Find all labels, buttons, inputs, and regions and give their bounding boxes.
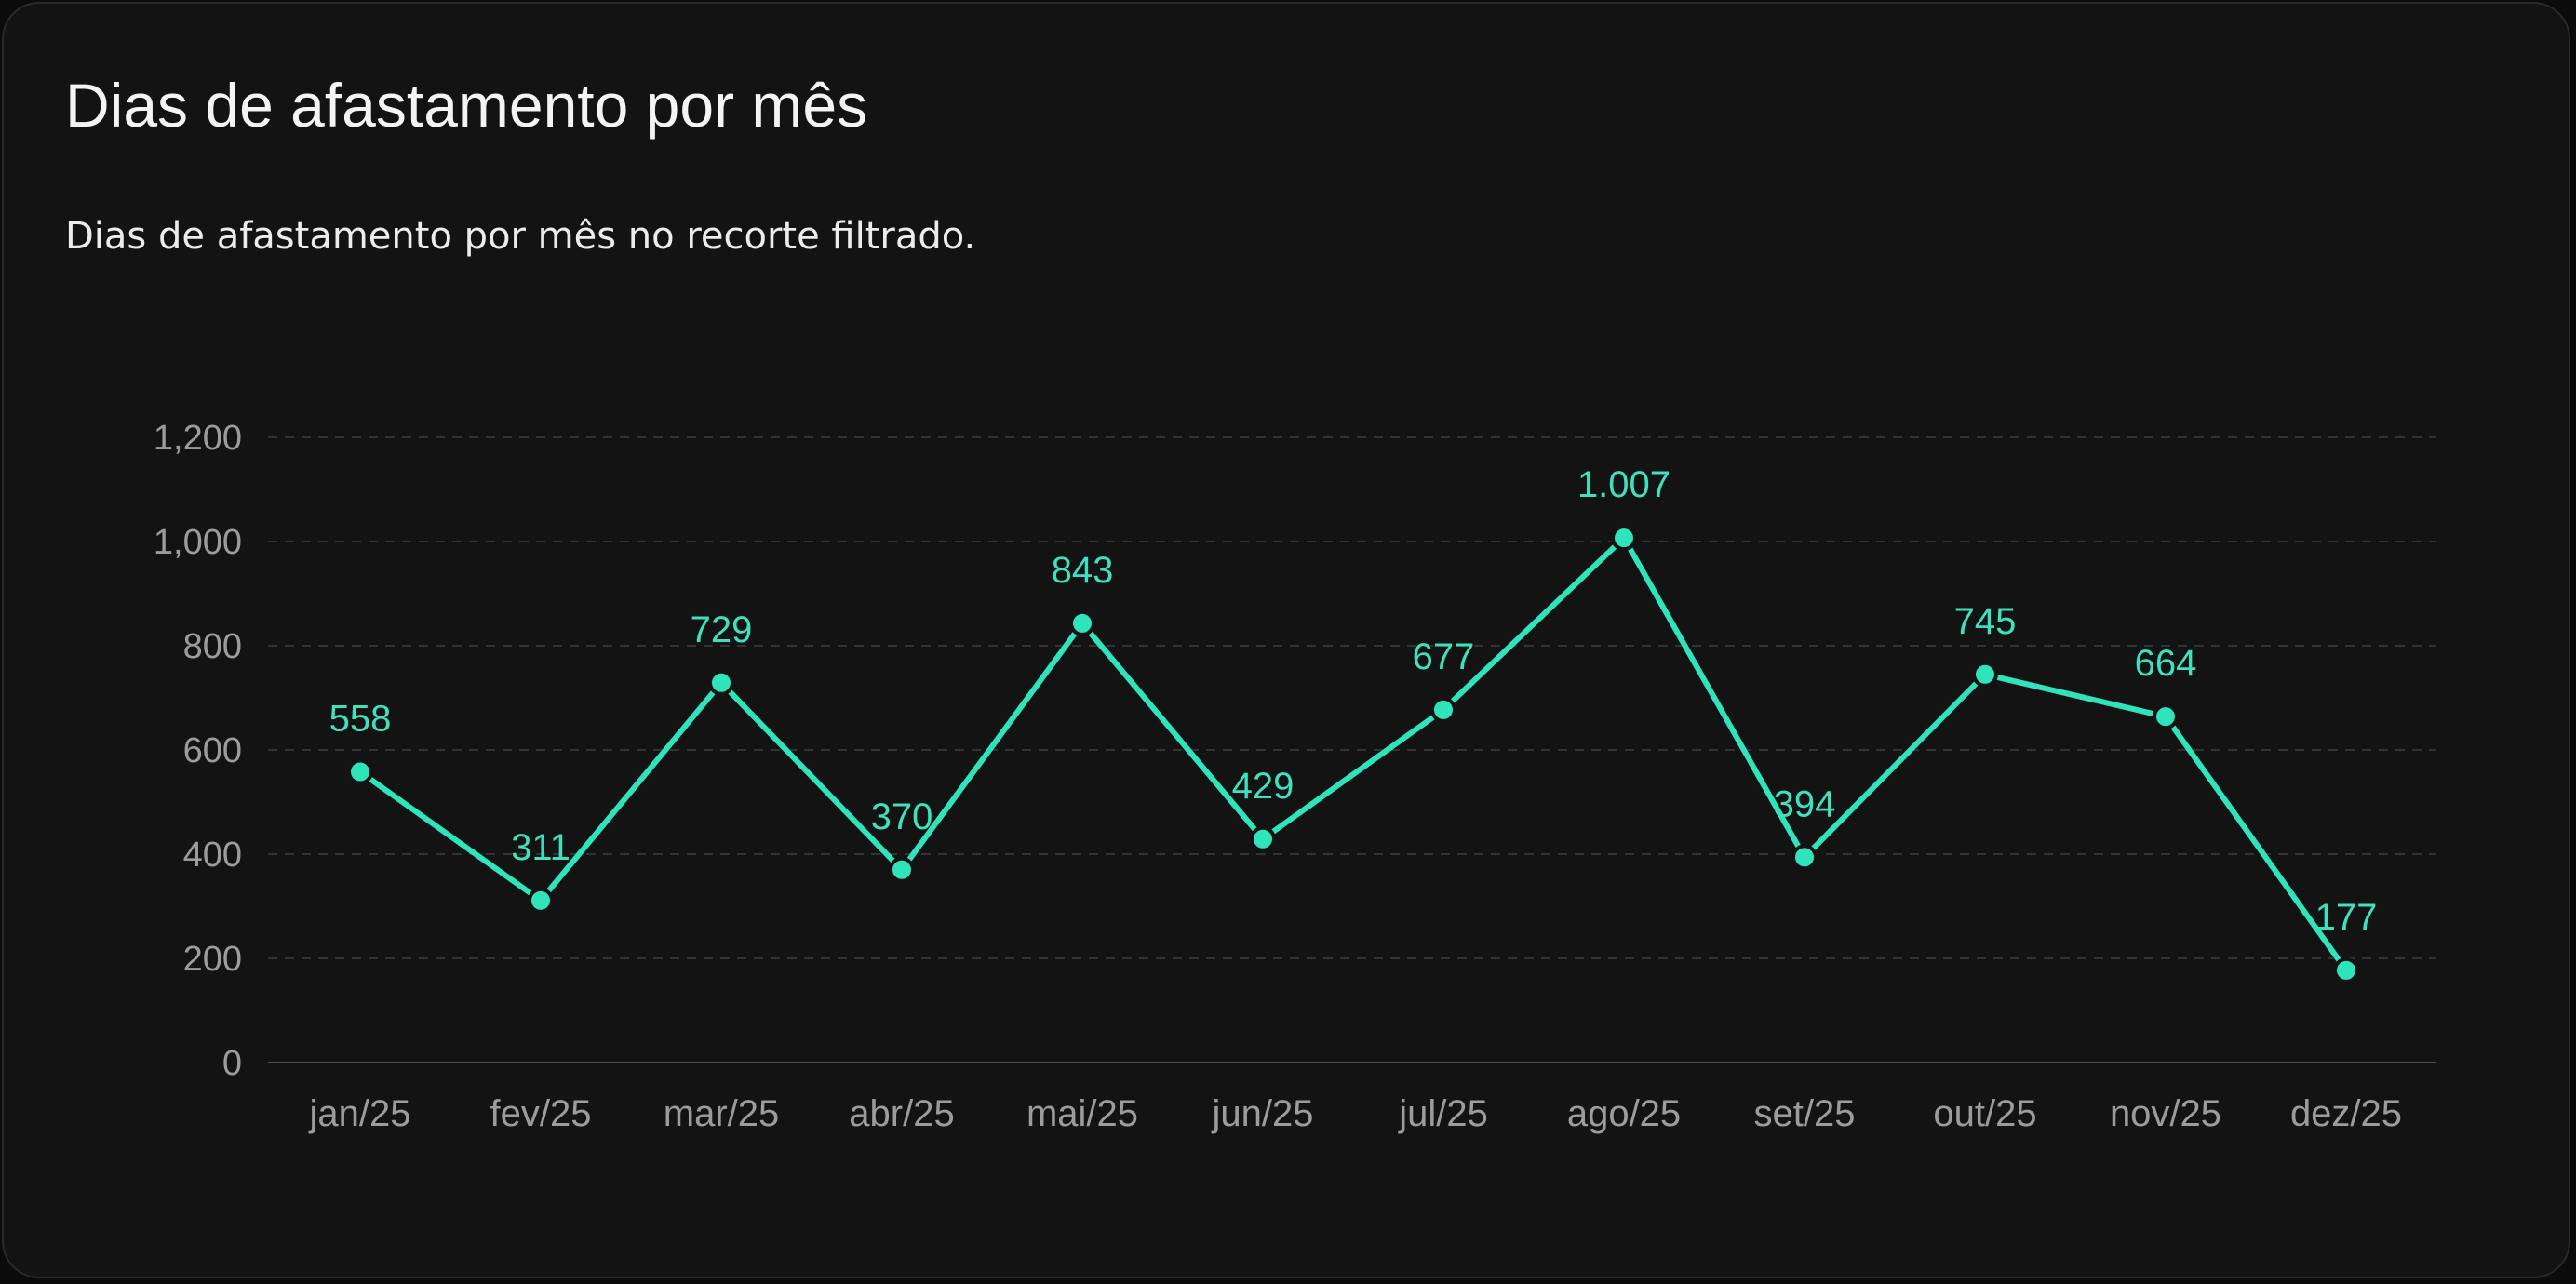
data-label: 370: [871, 796, 933, 837]
x-tick-label: fev/25: [490, 1093, 592, 1134]
chart-title: Dias de afastamento por mês: [65, 71, 868, 140]
data-label: 311: [511, 827, 570, 868]
series-line: [357, 535, 2349, 973]
y-tick-label: 800: [183, 627, 242, 666]
data-label: 177: [2315, 897, 2378, 938]
data-point[interactable]: [347, 758, 373, 785]
x-tick-label: dez/25: [2290, 1093, 2402, 1134]
y-tick-label: 1,200: [154, 419, 242, 458]
y-tick-label: 600: [183, 731, 242, 770]
data-point[interactable]: [528, 887, 554, 914]
data-point[interactable]: [1791, 844, 1818, 871]
data-point[interactable]: [2153, 703, 2179, 730]
y-tick-label: 0: [222, 1044, 242, 1083]
x-tick-label: out/25: [1933, 1093, 2036, 1134]
line-chart: 0 200 400 600 800 1,000 1,200 jan/25 fev/25 mar/2…: [154, 419, 2436, 1134]
x-tick-label: abr/25: [849, 1093, 954, 1134]
y-tick-label: 400: [183, 836, 242, 875]
data-point[interactable]: [1250, 825, 1276, 852]
x-tick-label: jun/25: [1212, 1093, 1314, 1134]
data-point[interactable]: [889, 856, 915, 883]
x-tick-label: jan/25: [309, 1093, 411, 1134]
data-label: 429: [1232, 766, 1295, 807]
data-label: 843: [1052, 550, 1114, 591]
data-point[interactable]: [1069, 609, 1095, 636]
data-point[interactable]: [1430, 696, 1456, 723]
data-label: 745: [1954, 601, 2017, 642]
data-label: 677: [1413, 636, 1475, 677]
data-label: 394: [1774, 783, 1836, 824]
data-point[interactable]: [1611, 525, 1637, 552]
data-point[interactable]: [2333, 956, 2359, 983]
y-tick-label: 200: [183, 940, 242, 979]
data-label: 729: [691, 609, 753, 650]
data-label: 558: [329, 699, 392, 740]
x-tick-label: nov/25: [2110, 1093, 2221, 1134]
x-tick-label: mar/25: [664, 1093, 780, 1134]
data-point[interactable]: [1972, 661, 1998, 688]
x-tick-label: set/25: [1754, 1093, 1856, 1134]
chart-subtitle: Dias de afastamento por mês no recorte f…: [65, 215, 976, 258]
x-tick-label: jul/25: [1398, 1093, 1488, 1134]
x-tick-label: mai/25: [1026, 1093, 1138, 1134]
data-label: 1.007: [1577, 464, 1670, 505]
data-label: 664: [2135, 643, 2197, 684]
data-point[interactable]: [708, 669, 734, 696]
y-tick-label: 1,000: [154, 523, 242, 562]
x-tick-label: ago/25: [1567, 1093, 1681, 1134]
